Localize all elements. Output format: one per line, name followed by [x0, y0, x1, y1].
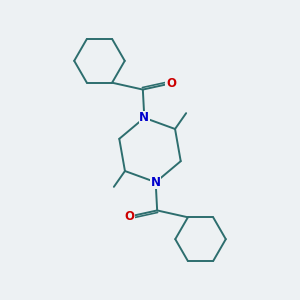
Text: O: O	[124, 210, 134, 223]
Text: N: N	[139, 111, 149, 124]
Text: N: N	[151, 176, 161, 189]
Text: O: O	[166, 77, 176, 90]
